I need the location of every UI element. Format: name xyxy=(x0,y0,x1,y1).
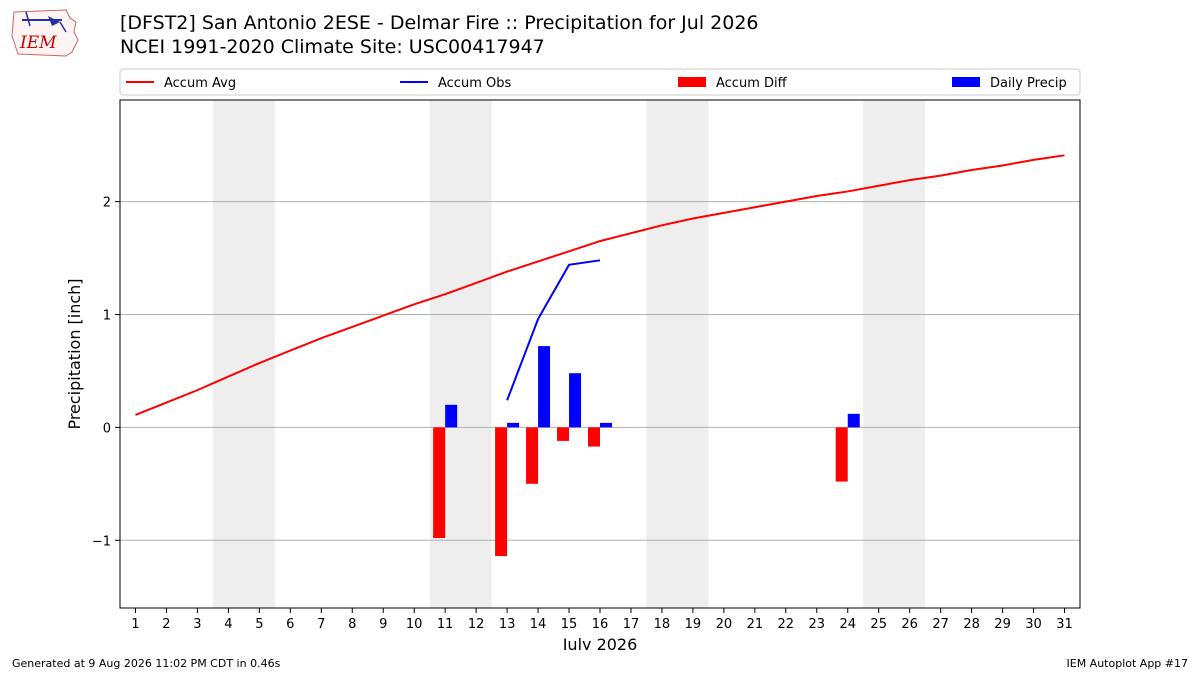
iem-logo: IEM xyxy=(8,6,80,62)
chart-subtitle: NCEI 1991-2020 Climate Site: USC00417947 xyxy=(120,36,545,58)
bar-daily-precip-day-24 xyxy=(847,413,860,428)
footer-generated: Generated at 9 Aug 2026 11:02 PM CDT in … xyxy=(12,657,281,670)
legend-swatch-accum-diff xyxy=(678,77,706,87)
x-tick-label-3: 3 xyxy=(193,617,201,632)
logo-text: IEM xyxy=(19,33,57,53)
bar-daily-precip-day-16 xyxy=(600,422,612,428)
legend-box xyxy=(119,68,1081,96)
bar-accum-diff-day-13 xyxy=(495,427,508,557)
y-axis-label: Precipitation [inch] xyxy=(65,278,84,429)
legend-label-daily-precip: Daily Precip xyxy=(990,76,1067,91)
x-tick-label-29: 29 xyxy=(994,617,1011,632)
x-tick-label-14: 14 xyxy=(530,617,547,632)
x-tick-label-17: 17 xyxy=(623,617,640,632)
bar-daily-precip-day-13 xyxy=(507,422,520,428)
bar-accum-diff-day-14 xyxy=(526,427,539,484)
bar-daily-precip-day-15 xyxy=(569,373,582,428)
x-tick-label-7: 7 xyxy=(317,617,325,632)
x-tick-label-1: 1 xyxy=(131,617,139,632)
footer-app: IEM Autoplot App #17 xyxy=(1066,657,1189,670)
x-tick-label-30: 30 xyxy=(1025,617,1042,632)
bar-accum-diff-day-11 xyxy=(433,427,446,539)
x-tick-label-4: 4 xyxy=(224,617,232,632)
x-tick-label-16: 16 xyxy=(592,617,609,632)
bar-daily-precip-day-14 xyxy=(538,346,551,428)
chart-title: [DFST2] San Antonio 2ESE - Delmar Fire :… xyxy=(120,12,759,34)
x-tick-label-20: 20 xyxy=(716,617,733,632)
x-tick-label-2: 2 xyxy=(162,617,170,632)
x-axis-label: July 2026 xyxy=(562,635,638,650)
x-tick-label-23: 23 xyxy=(809,617,826,632)
x-tick-label-5: 5 xyxy=(255,617,263,632)
x-tick-label-18: 18 xyxy=(654,617,671,632)
legend-label-accum-diff: Accum Diff xyxy=(716,76,788,91)
x-tick-label-26: 26 xyxy=(901,617,918,632)
y-tick-label-1: 0 xyxy=(103,421,111,436)
x-tick-label-27: 27 xyxy=(932,617,949,632)
weekend-band-1 xyxy=(212,100,275,608)
x-tick-label-13: 13 xyxy=(499,617,516,632)
x-tick-label-21: 21 xyxy=(747,617,764,632)
x-tick-label-28: 28 xyxy=(963,617,980,632)
x-tick-label-6: 6 xyxy=(286,617,294,632)
y-tick-label-2: 1 xyxy=(103,308,111,323)
x-tick-label-24: 24 xyxy=(839,617,856,632)
weekend-band-3 xyxy=(646,100,709,608)
line-accum-avg xyxy=(135,154,1065,416)
legend-label-accum-obs: Accum Obs xyxy=(438,76,511,91)
x-tick-label-9: 9 xyxy=(379,617,387,632)
x-tick-label-19: 19 xyxy=(685,617,702,632)
x-tick-label-25: 25 xyxy=(870,617,887,632)
x-tick-label-12: 12 xyxy=(468,617,485,632)
x-tick-label-31: 31 xyxy=(1056,617,1073,632)
x-tick-label-8: 8 xyxy=(348,617,356,632)
x-tick-label-22: 22 xyxy=(778,617,795,632)
x-tick-label-10: 10 xyxy=(406,617,423,632)
bar-daily-precip-day-11 xyxy=(445,404,458,428)
weekend-band-4 xyxy=(863,100,926,608)
legend-swatch-daily-precip xyxy=(952,77,980,87)
y-tick-label-0: −1 xyxy=(92,534,111,549)
bar-accum-diff-day-15 xyxy=(557,427,570,441)
x-tick-label-15: 15 xyxy=(561,617,578,632)
bar-accum-diff-day-24 xyxy=(835,427,848,482)
bar-accum-diff-day-16 xyxy=(588,427,600,447)
line-accum-obs xyxy=(506,259,601,401)
legend-label-accum-avg: Accum Avg xyxy=(164,76,236,91)
y-tick-label-3: 2 xyxy=(103,196,111,211)
x-tick-label-11: 11 xyxy=(437,617,454,632)
